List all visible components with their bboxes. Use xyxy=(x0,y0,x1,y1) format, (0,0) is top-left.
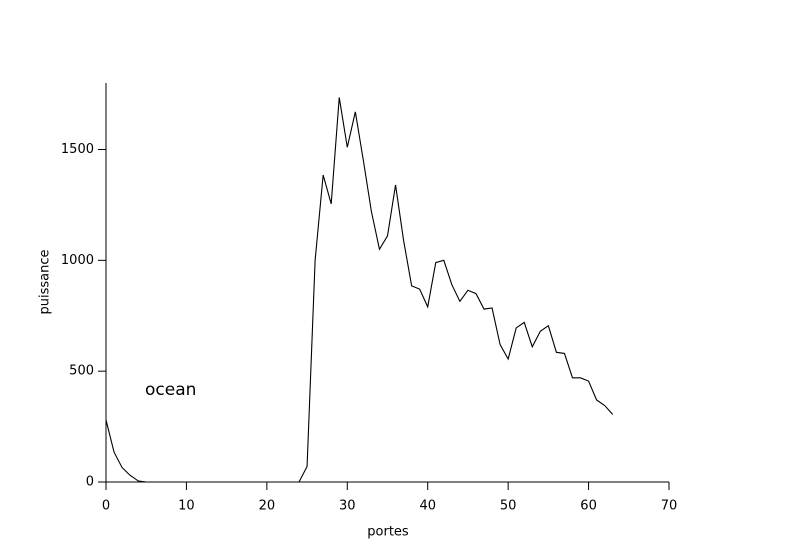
y-tick-label: 500 xyxy=(69,364,94,379)
x-tick-label: 50 xyxy=(500,499,517,514)
y-tick-label: 0 xyxy=(86,475,94,490)
x-tick-label: 10 xyxy=(178,499,195,514)
y-tick-label: 1500 xyxy=(61,142,94,157)
x-tick-label: 70 xyxy=(661,499,678,514)
x-tick-label: 30 xyxy=(339,499,356,514)
x-tick-label: 0 xyxy=(102,499,110,514)
x-tick-label: 40 xyxy=(419,499,436,514)
x-axis-label: portes xyxy=(367,525,409,540)
y-axis-label: puissance xyxy=(38,249,53,314)
x-tick-label: 60 xyxy=(580,499,597,514)
data-line xyxy=(105,97,614,483)
y-tick-label: 1000 xyxy=(61,253,94,268)
x-tick-label: 20 xyxy=(259,499,276,514)
annotation: ocean xyxy=(145,380,196,400)
